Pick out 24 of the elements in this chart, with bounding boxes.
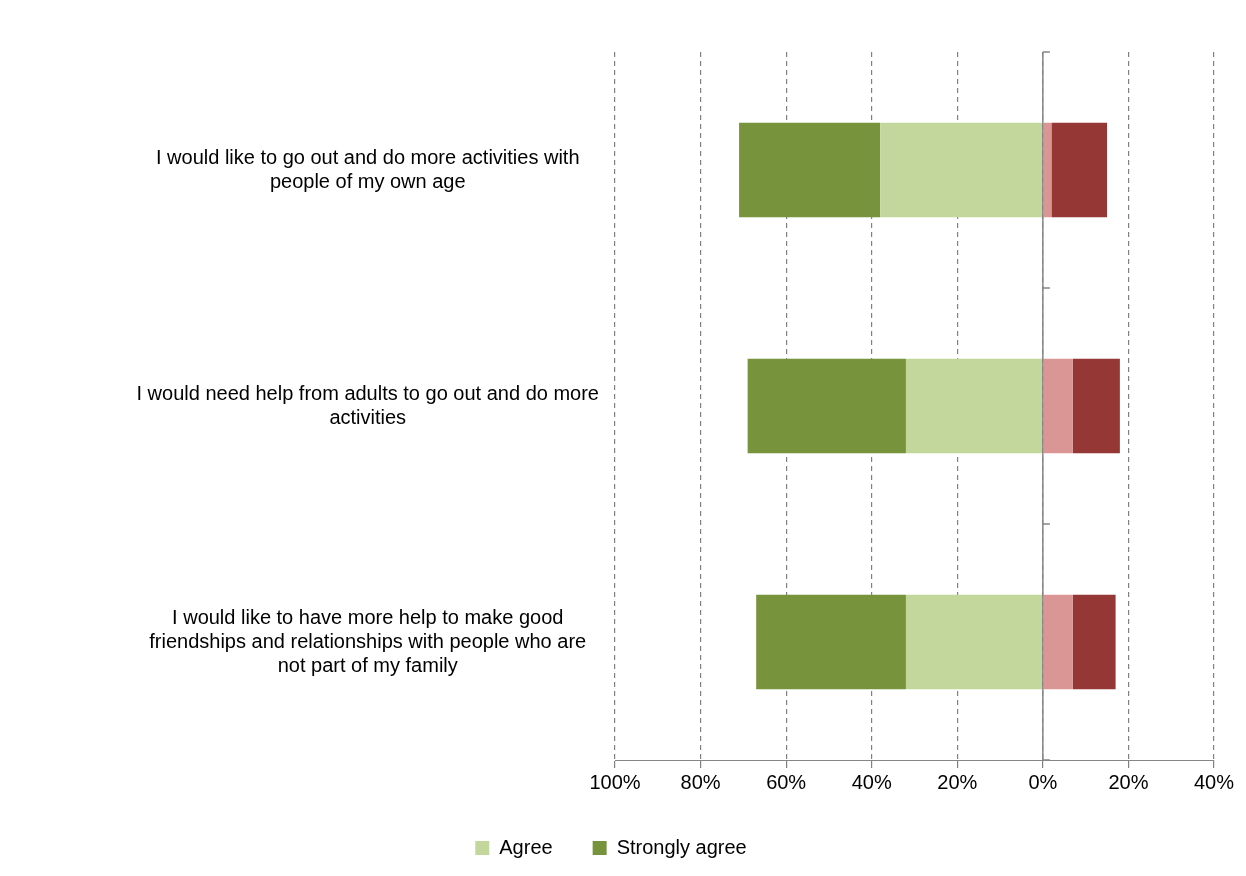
bar: [747, 358, 906, 454]
bar: [1072, 358, 1120, 454]
x-tick-label: 40%: [1193, 770, 1235, 793]
bar: [1051, 122, 1108, 218]
x-tick-label: 100%: [589, 770, 641, 793]
x-tick-label: 80%: [680, 770, 721, 793]
x-tick-label: 20%: [1108, 770, 1149, 793]
bar: [739, 122, 881, 218]
y-tick-label: I would like to have more help to make good friendships and relationships with people who are not part of my family: [149, 605, 587, 676]
y-tick-label: I would need help from adults to go out and do more activities: [136, 381, 600, 428]
bar: [880, 122, 1043, 218]
legend-label: Strongly agree: [616, 835, 747, 858]
bar: [905, 594, 1043, 690]
bar: [1043, 358, 1073, 454]
x-tick-label: 20%: [937, 770, 978, 793]
bar: [1043, 594, 1073, 690]
x-tick-label: 40%: [851, 770, 892, 793]
legend-label: Agree: [499, 835, 553, 858]
x-tick-label: 0%: [1028, 770, 1058, 793]
bar: [905, 358, 1043, 454]
bar: [1072, 594, 1116, 690]
x-tick-label: 60%: [766, 770, 807, 793]
y-tick-label: I would like to go out and do more activities with people of my own age: [155, 145, 580, 192]
bar: [756, 594, 906, 690]
